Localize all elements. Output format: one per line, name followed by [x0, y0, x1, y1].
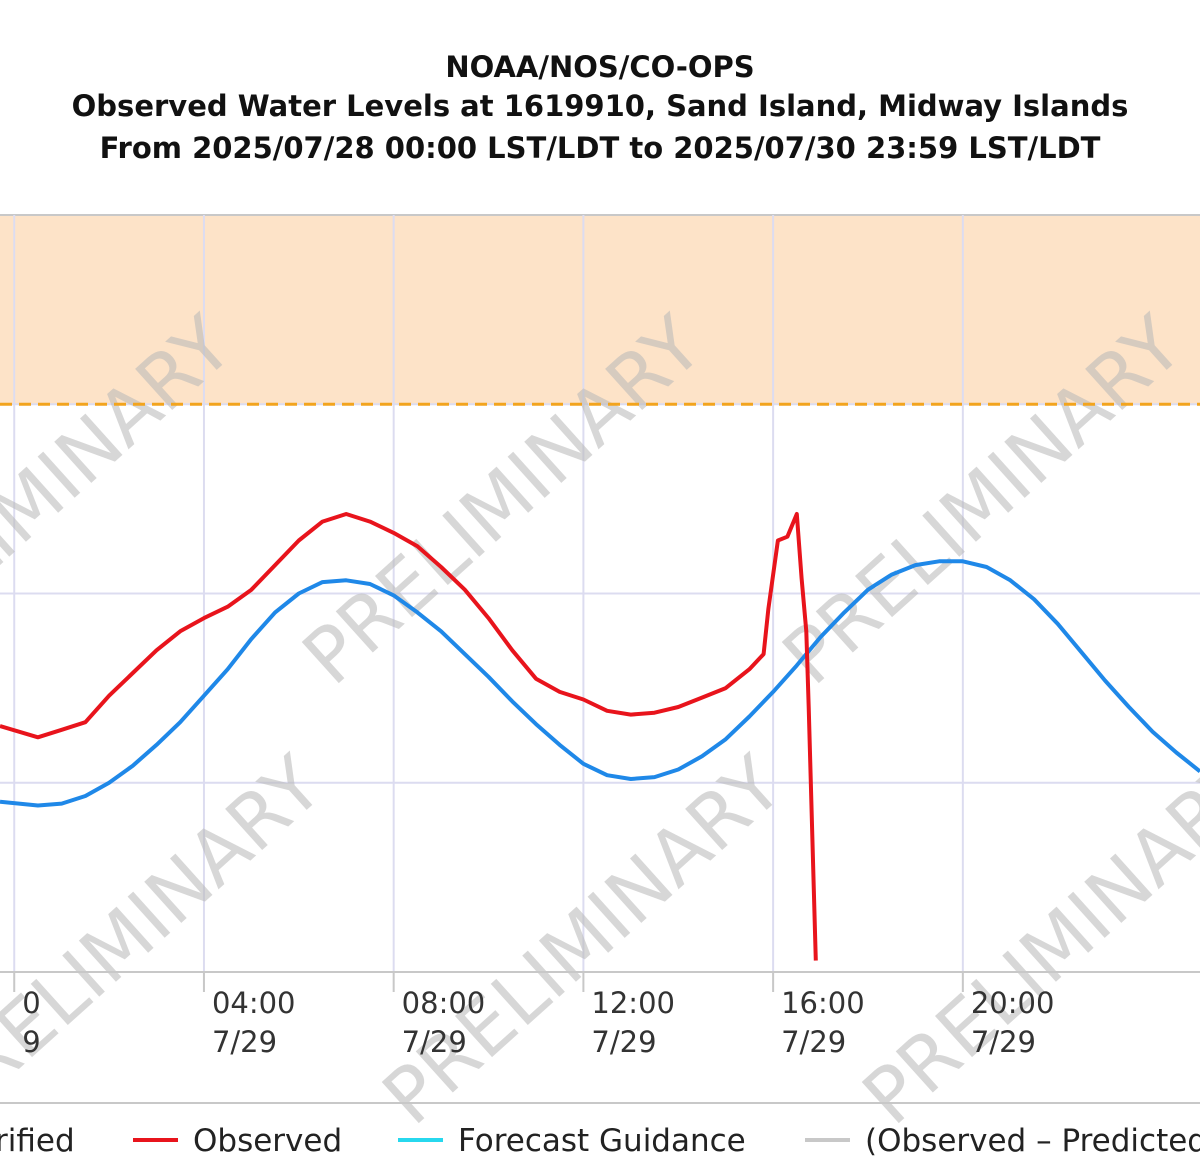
x-tick-date-label-3: 7/29 [591, 1025, 656, 1059]
chart-title-line-1: NOAA/NOS/CO-OPS [445, 50, 755, 84]
x-tick-time-label-3: 12:00 [591, 986, 675, 1020]
threshold-band [0, 215, 1200, 405]
legend-label-2: Forecast Guidance [458, 1123, 746, 1159]
series-line-predicted [0, 559, 1200, 808]
legend-label-3: (Observed – Predicted [865, 1123, 1200, 1159]
x-tick-date-label-5: 7/29 [971, 1025, 1036, 1059]
x-tick-time-label-1: 04:00 [212, 986, 296, 1020]
x-tick-time-label-2: 08:00 [402, 986, 486, 1020]
series-line-observed [0, 512, 818, 961]
x-tick-date-label-2: 7/29 [402, 1025, 467, 1059]
x-tick-time-label-0: 0 [22, 986, 40, 1020]
x-tick-time-label-4: 16:00 [781, 986, 865, 1020]
chart-title-line-3: From 2025/07/28 00:00 LST/LDT to 2025/07… [99, 131, 1101, 165]
legend-label-0: rified [0, 1123, 75, 1159]
x-tick-date-label-4: 7/29 [781, 1025, 846, 1059]
x-tick-date-label-1: 7/29 [212, 1025, 277, 1059]
legend-label-1: Observed [193, 1123, 342, 1159]
watermark-3: PRELIMINARY [0, 739, 339, 1142]
x-tick-time-label-5: 20:00 [971, 986, 1055, 1020]
watermark-5: PRELIMINARY [846, 739, 1200, 1142]
x-tick-date-label-0: 9 [22, 1025, 40, 1059]
chart-title-line-2: Observed Water Levels at 1619910, Sand I… [71, 89, 1129, 123]
